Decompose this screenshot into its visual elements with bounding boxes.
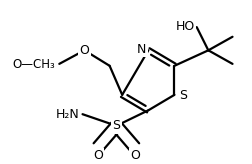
Text: N: N (137, 43, 146, 56)
Text: S: S (179, 89, 187, 102)
Text: O: O (93, 149, 103, 162)
Text: HO: HO (176, 20, 195, 33)
Text: S: S (112, 119, 120, 132)
Text: O: O (130, 149, 140, 162)
Text: H₂N: H₂N (56, 108, 80, 121)
Text: O—CH₃: O—CH₃ (13, 58, 55, 71)
Text: O: O (47, 57, 56, 70)
Text: O: O (80, 44, 89, 57)
